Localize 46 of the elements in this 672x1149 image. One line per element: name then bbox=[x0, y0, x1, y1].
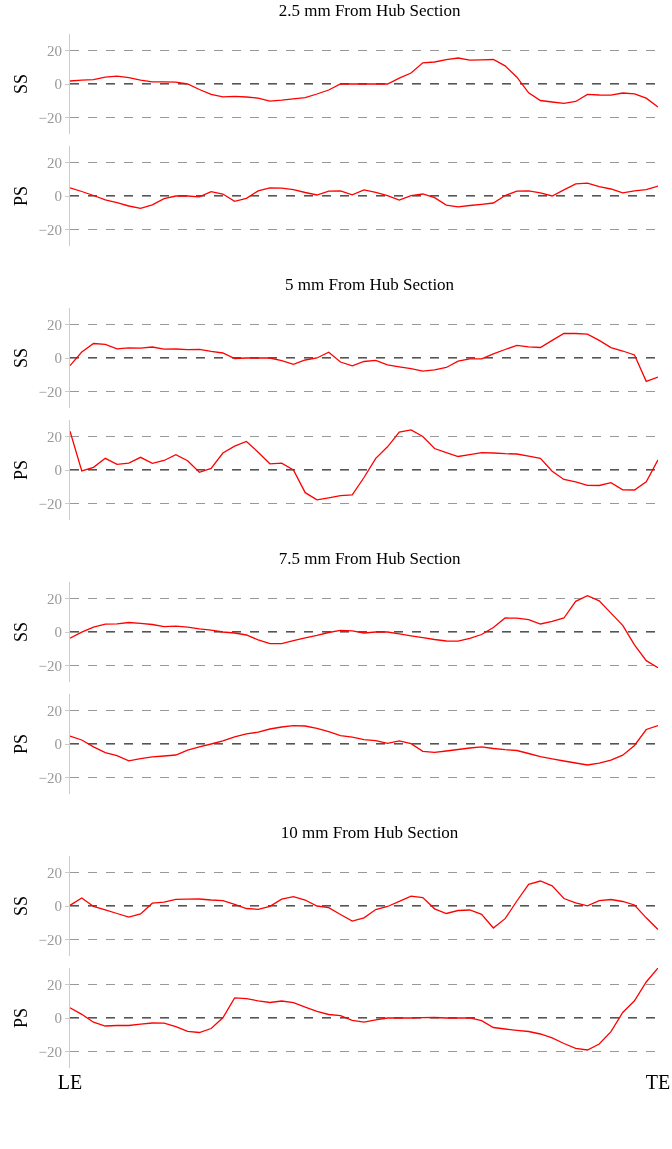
y-tick-label: −20 bbox=[38, 931, 62, 948]
y-tick-label: 0 bbox=[54, 76, 62, 93]
line-series bbox=[70, 968, 658, 1051]
y-tick-label: −20 bbox=[38, 769, 62, 786]
x-tick-label: TE bbox=[645, 1071, 671, 1093]
y-tick-label: 0 bbox=[54, 462, 62, 479]
y-tick-label: −20 bbox=[38, 383, 62, 400]
y-tick-label: −20 bbox=[38, 221, 62, 238]
chart-title: 10 mm From Hub Section bbox=[280, 822, 459, 842]
x-tick-label: LE bbox=[57, 1071, 83, 1093]
y-tick-label: 20 bbox=[47, 428, 62, 445]
y-tick-label: 0 bbox=[54, 736, 62, 753]
y-axis-title: SS bbox=[10, 621, 31, 643]
y-axis-title: PS bbox=[10, 1007, 31, 1029]
y-tick-label: 20 bbox=[47, 316, 62, 333]
y-tick-label: 20 bbox=[47, 976, 62, 993]
y-tick-label: 0 bbox=[54, 1010, 62, 1027]
y-tick-label: 0 bbox=[54, 350, 62, 367]
chart-title: 2.5 mm From Hub Section bbox=[278, 0, 461, 20]
y-tick-label: 20 bbox=[47, 702, 62, 719]
chart-title: 5 mm From Hub Section bbox=[285, 274, 455, 294]
line-series bbox=[70, 595, 658, 669]
y-tick-label: −20 bbox=[38, 657, 62, 674]
y-tick-label: 20 bbox=[47, 154, 62, 171]
y-tick-label: −20 bbox=[38, 109, 62, 126]
y-axis-title: PS bbox=[10, 185, 31, 207]
line-series bbox=[70, 332, 658, 382]
line-series bbox=[70, 429, 658, 501]
y-tick-label: −20 bbox=[38, 1043, 62, 1060]
y-tick-label: 0 bbox=[54, 624, 62, 641]
y-tick-label: 0 bbox=[54, 188, 62, 205]
y-axis-title: PS bbox=[10, 459, 31, 481]
chart-title: 7.5 mm From Hub Section bbox=[278, 548, 461, 568]
line-series bbox=[70, 724, 658, 766]
line-series bbox=[70, 57, 658, 108]
y-tick-label: 20 bbox=[47, 590, 62, 607]
y-axis-title: PS bbox=[10, 733, 31, 755]
line-series bbox=[70, 182, 658, 209]
y-axis-title: SS bbox=[10, 73, 31, 95]
y-tick-label: 0 bbox=[54, 898, 62, 915]
y-axis-title: SS bbox=[10, 347, 31, 369]
y-tick-label: −20 bbox=[38, 495, 62, 512]
y-axis-title: SS bbox=[10, 895, 31, 917]
y-tick-label: 20 bbox=[47, 42, 62, 59]
line-series bbox=[70, 880, 658, 931]
y-tick-label: 20 bbox=[47, 864, 62, 881]
